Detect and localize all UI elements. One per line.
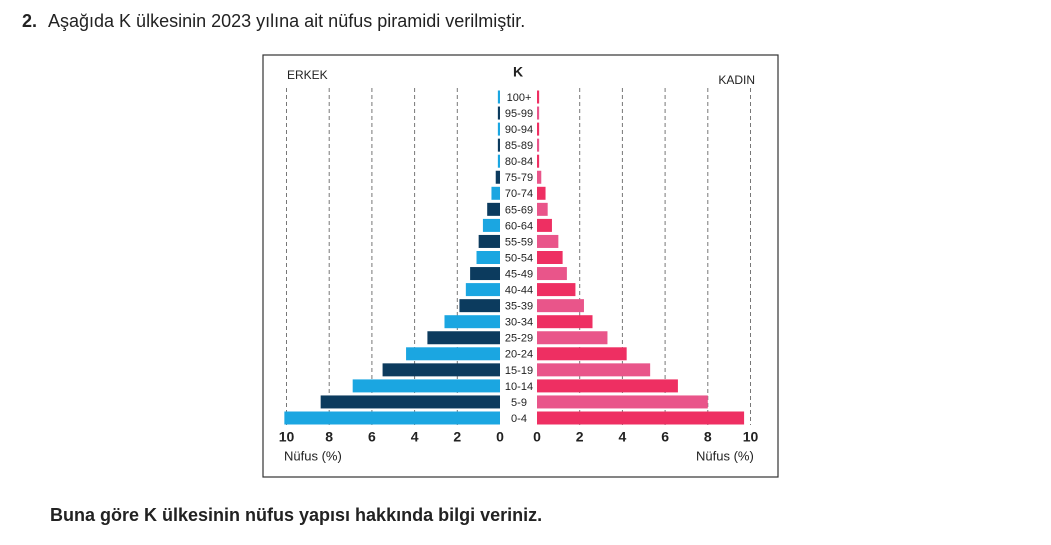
- bar-female: [537, 138, 540, 152]
- bar-female: [537, 234, 559, 248]
- category-label: 35-39: [505, 301, 533, 313]
- series-label-right: KADIN: [718, 73, 755, 87]
- bar-male: [495, 170, 500, 184]
- bar-male: [491, 186, 500, 200]
- bar-female: [537, 299, 584, 313]
- category-label: 5-9: [511, 397, 527, 409]
- bar-male: [497, 138, 500, 152]
- bar-female: [537, 218, 552, 232]
- chart-frame: [262, 54, 779, 478]
- bar-female: [537, 202, 548, 216]
- category-label: 75-79: [505, 172, 533, 184]
- bar-female: [537, 90, 540, 104]
- x-tick-label: 2: [576, 429, 584, 445]
- x-tick-label: 0: [496, 429, 504, 445]
- category-label: 70-74: [505, 188, 533, 200]
- question-text: Aşağıda K ülkesinin 2023 yılına ait nüfu…: [48, 11, 525, 31]
- bar-male: [497, 106, 500, 120]
- x-tick-label: 2: [453, 429, 461, 445]
- bar-female: [537, 106, 540, 120]
- bar-female: [537, 315, 593, 329]
- category-label: 80-84: [505, 156, 533, 168]
- bar-male: [476, 251, 500, 264]
- x-tick-label: 8: [325, 429, 333, 445]
- category-label: 40-44: [505, 285, 533, 297]
- bar-male: [320, 395, 500, 409]
- bar-male: [284, 411, 500, 425]
- bar-female: [537, 186, 546, 200]
- bar-female: [537, 154, 540, 168]
- bar-male: [465, 283, 500, 297]
- category-label: 65-69: [505, 204, 533, 216]
- bar-male: [427, 331, 500, 345]
- bar-female: [537, 395, 708, 409]
- bar-male: [444, 315, 500, 329]
- category-label: 85-89: [505, 140, 533, 152]
- prompt: Buna göre K ülkesinin nüfus yapısı hakkı…: [50, 505, 542, 525]
- series-label-left: ERKEK: [287, 68, 328, 82]
- bar-male: [497, 154, 500, 168]
- bar-male: [497, 90, 500, 104]
- bar-male: [482, 218, 500, 232]
- category-label: 20-24: [505, 349, 533, 361]
- category-label: 30-34: [505, 317, 533, 329]
- x-axis-label-right: Nüfus (%): [696, 448, 754, 463]
- category-label: 45-49: [505, 268, 533, 280]
- bar-female: [537, 363, 651, 377]
- bar-female: [537, 251, 563, 264]
- bar-female: [537, 170, 542, 184]
- category-label: 25-29: [505, 333, 533, 345]
- bar-female: [537, 379, 678, 393]
- category-label: 60-64: [505, 220, 533, 232]
- bar-male: [487, 202, 500, 216]
- x-tick-label: 0: [533, 429, 541, 445]
- bar-male: [459, 299, 500, 313]
- x-tick-label: 10: [743, 429, 759, 445]
- x-tick-label: 6: [661, 429, 669, 445]
- category-label: 50-54: [505, 252, 533, 264]
- bar-male: [352, 379, 500, 393]
- bar-male: [497, 122, 500, 136]
- bar-male: [478, 234, 500, 248]
- x-tick-label: 10: [279, 429, 295, 445]
- x-tick-label: 6: [368, 429, 376, 445]
- question-number: 2.: [22, 11, 37, 31]
- chart-title: K: [513, 64, 523, 80]
- category-label: 95-99: [505, 108, 533, 120]
- x-tick-label: 8: [704, 429, 712, 445]
- category-label: 100+: [507, 92, 532, 104]
- bar-female: [537, 267, 567, 281]
- x-tick-label: 4: [411, 429, 419, 445]
- bar-male: [406, 347, 500, 361]
- category-label: 10-14: [505, 381, 533, 393]
- category-label: 55-59: [505, 236, 533, 248]
- category-label: 90-94: [505, 124, 533, 136]
- x-tick-label: 4: [619, 429, 627, 445]
- bar-female: [537, 347, 627, 361]
- bar-female: [537, 122, 540, 136]
- category-label: 0-4: [511, 413, 527, 425]
- bar-male: [470, 267, 500, 281]
- category-label: 15-19: [505, 365, 533, 377]
- x-axis-label-left: Nüfus (%): [284, 448, 342, 463]
- bar-male: [382, 363, 500, 377]
- bar-female: [537, 331, 608, 345]
- bar-female: [537, 411, 745, 425]
- bar-female: [537, 283, 576, 297]
